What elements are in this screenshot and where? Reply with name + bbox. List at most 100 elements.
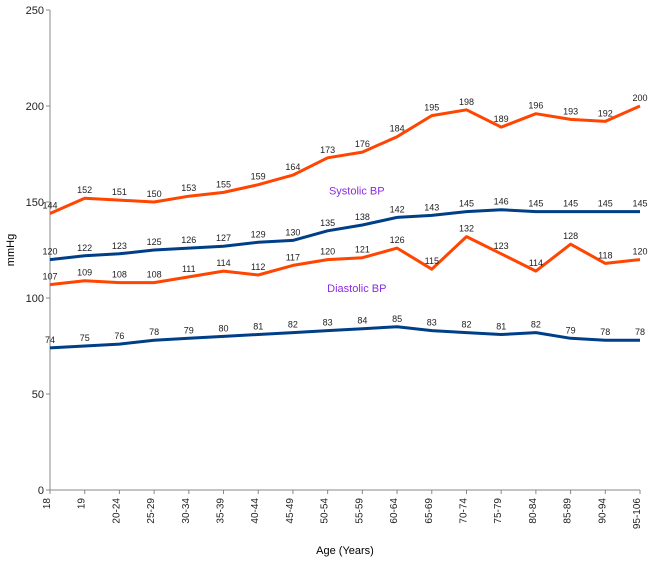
value-label: 107: [42, 272, 57, 282]
bp-by-age-line-chart: 0 50 100 150 200 250 18 19 20-24 25-29 30-34 35-39 4…: [0, 0, 650, 562]
value-label: 78: [635, 327, 645, 337]
value-label: 145: [563, 199, 578, 209]
value-label: 121: [355, 245, 370, 255]
x-tick-label: 80-84: [528, 498, 539, 524]
x-tick-label: 90-94: [597, 498, 608, 524]
y-tick-label: 200: [26, 101, 44, 113]
value-label: 123: [112, 241, 127, 251]
x-tick-label: 18: [42, 498, 53, 510]
legend-label: Systolic BP: [329, 185, 385, 197]
value-label: 114: [216, 258, 230, 268]
chart-svg: 0 50 100 150 200 250 18 19 20-24 25-29 30-34 35-39 4…: [0, 0, 650, 562]
value-label: 200: [632, 93, 647, 103]
x-tick-label: 95-106: [632, 498, 643, 530]
value-label: 82: [461, 320, 471, 330]
value-label: 189: [494, 114, 509, 124]
value-label: 196: [528, 101, 543, 111]
value-label: 153: [181, 183, 196, 193]
value-label: 126: [390, 235, 405, 245]
value-label: 123: [494, 241, 509, 251]
y-tick-label: 150: [26, 197, 44, 209]
value-label: 82: [288, 320, 298, 330]
value-label: 128: [563, 231, 578, 241]
value-label: 138: [355, 212, 370, 222]
x-tick-label: 55-59: [354, 498, 365, 524]
value-label: 80: [218, 323, 228, 333]
value-label: 151: [112, 187, 127, 197]
value-label: 112: [251, 262, 265, 272]
value-label: 117: [286, 252, 300, 262]
value-label: 108: [147, 270, 162, 280]
x-tick-label: 20-24: [111, 498, 122, 524]
value-label: 145: [598, 199, 613, 209]
x-tick-label: 65-69: [424, 498, 435, 524]
value-label: 152: [77, 185, 92, 195]
value-label: 193: [563, 106, 578, 116]
value-label: 82: [531, 320, 541, 330]
value-label: 150: [147, 189, 162, 199]
value-label: 111: [182, 264, 196, 274]
value-label: 75: [80, 333, 90, 343]
x-tick-label: 60-64: [389, 498, 400, 524]
value-label: 164: [285, 162, 300, 172]
value-label: 79: [184, 325, 194, 335]
value-label: 155: [216, 179, 231, 189]
value-label: 129: [251, 229, 266, 239]
value-label: 195: [424, 103, 439, 113]
x-tick-label: 19: [77, 498, 88, 510]
value-label: 145: [632, 199, 647, 209]
value-label: 192: [598, 108, 613, 118]
x-tick-label: 70-74: [458, 498, 469, 524]
x-tick-label: 75-79: [493, 498, 504, 524]
value-label: 144: [42, 201, 57, 211]
x-tick-label: 40-44: [250, 498, 261, 524]
y-tick-label: 250: [26, 5, 44, 17]
value-label: 145: [459, 199, 474, 209]
value-label: 120: [42, 247, 57, 257]
value-label: 83: [427, 318, 437, 328]
value-label: 127: [216, 233, 231, 243]
value-label: 122: [77, 243, 92, 253]
value-label: 143: [424, 202, 439, 212]
value-label: 126: [181, 235, 196, 245]
value-label: 173: [320, 145, 335, 155]
x-axis-title: Age (Years): [316, 545, 374, 557]
value-label: 85: [392, 314, 402, 324]
x-tick-label: 35-39: [216, 498, 227, 524]
value-label: 198: [459, 97, 474, 107]
value-label: 76: [114, 331, 124, 341]
value-label: 159: [251, 172, 266, 182]
value-label: 142: [390, 204, 405, 214]
value-label: 79: [566, 325, 576, 335]
value-label: 114: [529, 258, 543, 268]
x-tick-label: 45-49: [285, 498, 296, 524]
y-tick-label: 0: [38, 485, 44, 497]
value-label: 132: [459, 224, 474, 234]
value-label: 145: [528, 199, 543, 209]
legend-label: Diastolic BP: [327, 283, 386, 295]
value-label: 115: [425, 256, 439, 266]
x-tick-label: 30-34: [181, 498, 192, 524]
value-label: 118: [598, 250, 612, 260]
value-label: 125: [147, 237, 162, 247]
value-label: 84: [357, 316, 367, 326]
y-tick-label: 50: [32, 389, 44, 401]
value-label: 176: [355, 139, 370, 149]
x-tick-label: 50-54: [320, 498, 331, 524]
value-label: 146: [494, 197, 509, 207]
y-tick-label: 100: [26, 293, 44, 305]
value-label: 78: [600, 327, 610, 337]
value-label: 109: [77, 268, 92, 278]
value-label: 78: [149, 327, 159, 337]
value-label: 184: [390, 124, 405, 134]
value-label: 108: [112, 270, 127, 280]
x-tick-label: 25-29: [146, 498, 157, 524]
value-label: 120: [632, 247, 647, 257]
x-tick-label: 85-89: [563, 498, 574, 524]
value-label: 74: [45, 335, 55, 345]
value-label: 135: [320, 218, 335, 228]
value-label: 83: [323, 318, 333, 328]
value-label: 81: [496, 322, 506, 332]
value-label: 120: [320, 247, 335, 257]
value-label: 130: [285, 227, 300, 237]
